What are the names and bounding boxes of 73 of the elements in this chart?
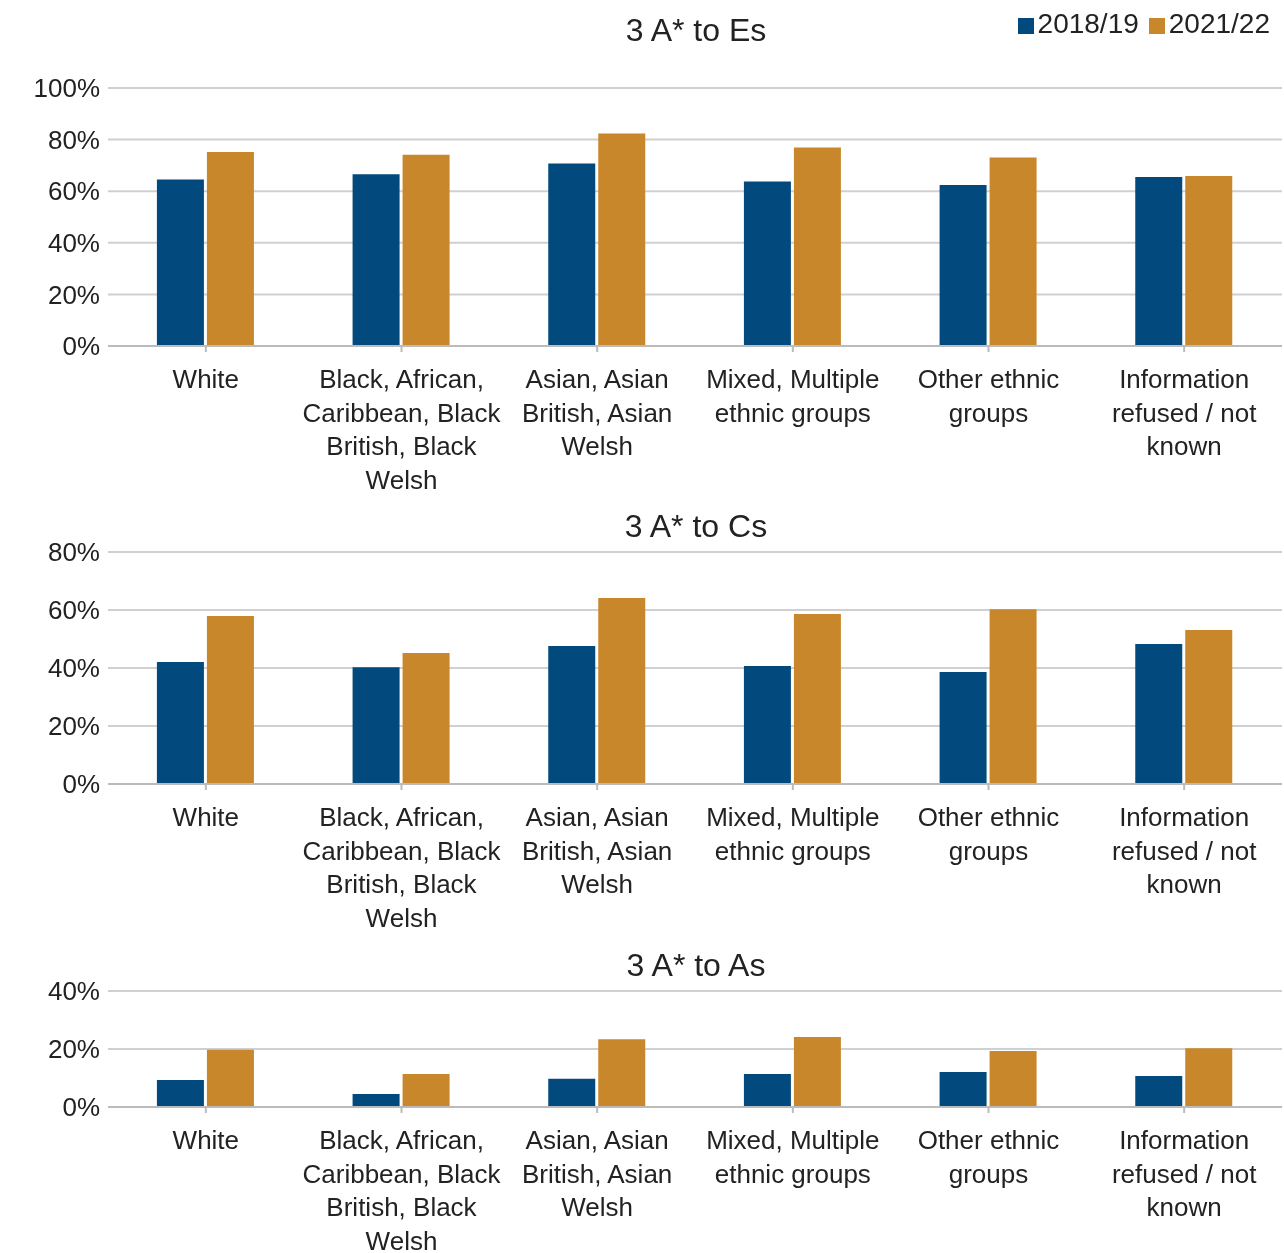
bar bbox=[352, 667, 400, 784]
x-tick-label: Mixed, Multiple ethnic groups bbox=[706, 1125, 880, 1189]
bar bbox=[989, 609, 1037, 784]
x-tick-label: Asian, Asian British, Asian Welsh bbox=[522, 1125, 673, 1222]
bar bbox=[793, 614, 841, 784]
y-tick-label: 60% bbox=[47, 595, 100, 626]
y-tick-label: 40% bbox=[47, 976, 100, 1007]
x-tick-label: Mixed, Multiple ethnic groups bbox=[706, 802, 880, 866]
bar bbox=[548, 645, 596, 784]
y-tick-label: 40% bbox=[47, 228, 100, 259]
y-tick-label: 0% bbox=[62, 769, 100, 800]
y-tick-label: 0% bbox=[62, 331, 100, 362]
bar bbox=[402, 154, 450, 346]
bar bbox=[989, 1051, 1037, 1107]
chart-title: 3 A* to As bbox=[625, 947, 767, 984]
x-tick-label: Asian, Asian British, Asian Welsh bbox=[522, 802, 673, 899]
bar bbox=[402, 1073, 450, 1107]
bar bbox=[1135, 643, 1183, 784]
y-tick-label: 100% bbox=[33, 73, 100, 104]
x-tick-label: White bbox=[172, 802, 240, 832]
x-tick-label: White bbox=[172, 364, 240, 394]
bar bbox=[598, 598, 646, 784]
bar bbox=[939, 185, 987, 346]
bar bbox=[1185, 630, 1233, 784]
y-tick-label: 80% bbox=[47, 537, 100, 568]
bar bbox=[206, 151, 254, 346]
legend-label: 2018/19 bbox=[1037, 8, 1139, 39]
bar bbox=[206, 1049, 254, 1107]
bar bbox=[548, 163, 596, 346]
x-tick-label: Black, African, Caribbean, Black British, Black Welsh bbox=[302, 802, 502, 933]
bar bbox=[743, 181, 791, 346]
bar bbox=[743, 665, 791, 784]
x-tick-label: White bbox=[172, 1125, 240, 1155]
y-tick-label: 20% bbox=[47, 711, 100, 742]
bar bbox=[548, 1078, 596, 1107]
bar bbox=[402, 652, 450, 784]
x-tick-label: Other ethnic groups bbox=[917, 364, 1060, 428]
x-tick-label: Other ethnic groups bbox=[917, 802, 1060, 866]
x-tick-label: Other ethnic groups bbox=[917, 1125, 1060, 1189]
x-tick-label: Black, African, Caribbean, Black British, Black Welsh bbox=[302, 364, 502, 495]
chart-title: 3 A* to Cs bbox=[623, 508, 769, 545]
bar bbox=[156, 179, 204, 346]
bar bbox=[352, 1093, 400, 1107]
x-tick-label: Information refused / not known bbox=[1111, 802, 1258, 899]
y-tick-label: 40% bbox=[47, 653, 100, 684]
y-tick-label: 20% bbox=[47, 1034, 100, 1065]
x-tick-label: Black, African, Caribbean, Black British, Black Welsh bbox=[302, 1125, 502, 1253]
y-tick-label: 60% bbox=[47, 176, 100, 207]
x-tick-label: Mixed, Multiple ethnic groups bbox=[706, 364, 880, 428]
bar bbox=[743, 1073, 791, 1107]
bar bbox=[1185, 175, 1233, 346]
x-tick-label: Asian, Asian British, Asian Welsh bbox=[522, 364, 673, 461]
bar bbox=[598, 1039, 646, 1107]
bar bbox=[939, 672, 987, 784]
bar bbox=[793, 147, 841, 346]
bar bbox=[1135, 177, 1183, 346]
x-tick-label: Information refused / not known bbox=[1111, 364, 1258, 461]
bar bbox=[206, 616, 254, 784]
bar bbox=[1185, 1048, 1233, 1107]
bar bbox=[1135, 1075, 1183, 1107]
bar bbox=[793, 1037, 841, 1107]
bar bbox=[156, 1080, 204, 1107]
legend-label: 2021/22 bbox=[1168, 8, 1270, 39]
bar bbox=[156, 661, 204, 784]
chart-title: 3 A* to Es bbox=[625, 12, 767, 48]
bar bbox=[598, 133, 646, 346]
y-tick-label: 80% bbox=[47, 124, 100, 155]
x-tick-label: Information refused / not known bbox=[1111, 1125, 1258, 1222]
bar bbox=[352, 174, 400, 346]
bar bbox=[939, 1071, 987, 1107]
bar bbox=[989, 157, 1037, 346]
y-tick-label: 0% bbox=[62, 1092, 100, 1123]
y-tick-label: 20% bbox=[47, 279, 100, 310]
